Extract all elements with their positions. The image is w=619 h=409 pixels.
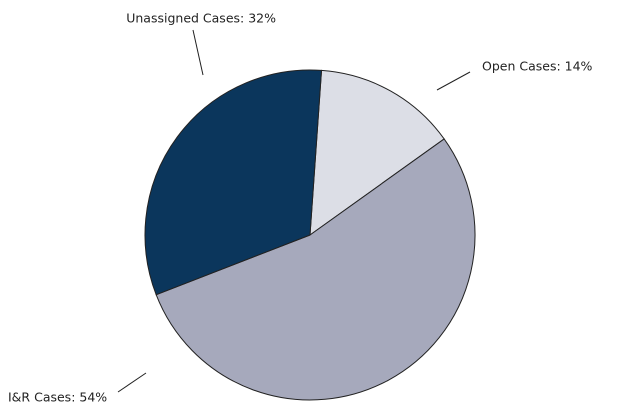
pie-slice (155, 138, 476, 401)
slice-label: I&R Cases: 54% (8, 390, 107, 405)
pie-slice (309, 69, 445, 237)
leader-line (117, 372, 147, 393)
slice-label: Open Cases: 14% (482, 59, 593, 74)
slice-label: Unassigned Cases: 32% (126, 11, 276, 26)
pie-slice (144, 69, 323, 296)
leader-line (192, 29, 204, 76)
leader-line (436, 71, 471, 91)
